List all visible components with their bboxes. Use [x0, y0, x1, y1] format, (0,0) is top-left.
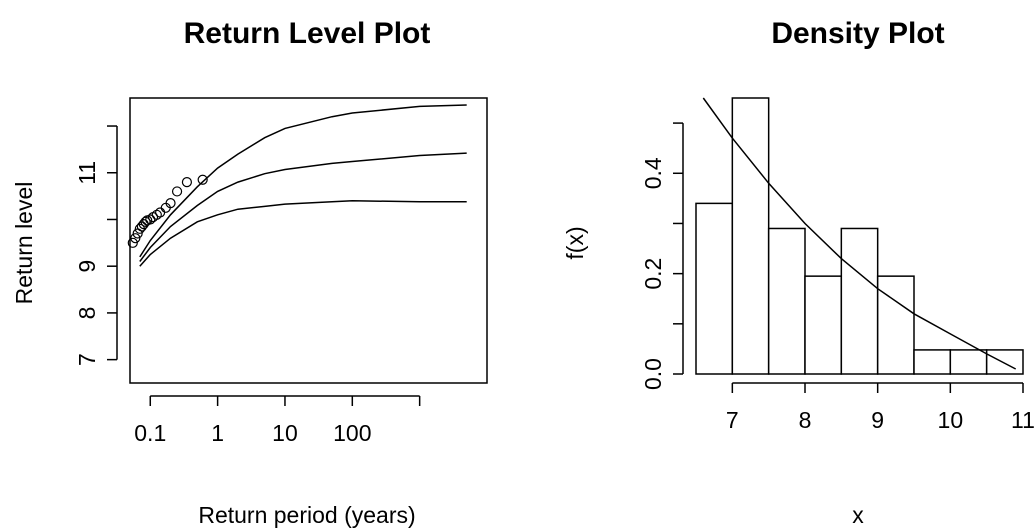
density-bars [695, 97, 1024, 375]
histogram-bar [695, 202, 734, 375]
x-tick-label: 8 [799, 407, 812, 433]
x-tick-label: 9 [871, 407, 884, 433]
y-tick-label: 7 [74, 353, 100, 366]
data-point [181, 176, 193, 188]
density-curve [702, 97, 1017, 370]
histogram-bar [876, 275, 915, 375]
histogram-bar [913, 349, 952, 375]
return-level-plot-frame [129, 97, 488, 384]
x-tick-label: 11 [1011, 407, 1035, 433]
y-tick-label: 0.2 [640, 258, 666, 290]
density-curve-line [702, 97, 1017, 370]
data-point [140, 216, 151, 227]
x-tick-label: 10 [938, 407, 964, 433]
histogram-bar [804, 275, 843, 375]
return-level-estimate-curve [139, 152, 467, 262]
return-level-x-label: Return period (years) [198, 502, 415, 528]
x-tick-label: 7 [726, 407, 739, 433]
x-tick-label: 0.1 [134, 420, 166, 446]
return-level-y-label: Return level [11, 182, 37, 305]
return-level-panel: Return Level Plot Return level Return pe… [11, 17, 488, 528]
density-x-axis: 7 8 9 10 11 [726, 382, 1035, 433]
density-x-label: x [852, 502, 864, 528]
return-level-lower-curve [139, 200, 467, 267]
x-tick-label: 1 [211, 420, 224, 446]
data-point [171, 186, 183, 197]
density-y-label: f(x) [562, 226, 588, 259]
data-point [197, 174, 208, 185]
return-level-title: Return Level Plot [184, 17, 431, 50]
y-tick-label: 0.4 [640, 157, 666, 189]
data-point [165, 198, 176, 209]
data-point [151, 209, 162, 220]
return-level-x-axis: 0.1 1 10 100 [134, 395, 421, 446]
y-tick-label: 11 [74, 161, 100, 185]
return-level-points [127, 174, 208, 248]
histogram-bar [985, 349, 1024, 375]
histogram-bar [840, 227, 879, 375]
x-tick-label: 100 [333, 420, 371, 446]
y-tick-label: 0.0 [640, 358, 666, 390]
density-y-axis: 0.0 0.2 0.4 [640, 122, 684, 390]
return-level-curves [139, 104, 467, 267]
density-panel: Density Plot f(x) x 7 8 9 10 11 0.0 0.2 0.4 [562, 17, 1035, 528]
histogram-bar [767, 227, 806, 375]
x-tick-label: 10 [272, 420, 298, 446]
return-level-y-axis: 7 8 9 11 [74, 125, 118, 366]
data-point [130, 233, 141, 244]
density-title: Density Plot [771, 17, 944, 50]
y-tick-label: 8 [74, 307, 100, 320]
return-level-upper-curve [139, 104, 467, 258]
histogram-bar [731, 97, 770, 375]
histogram-bar [949, 349, 988, 375]
y-tick-label: 9 [74, 260, 100, 273]
